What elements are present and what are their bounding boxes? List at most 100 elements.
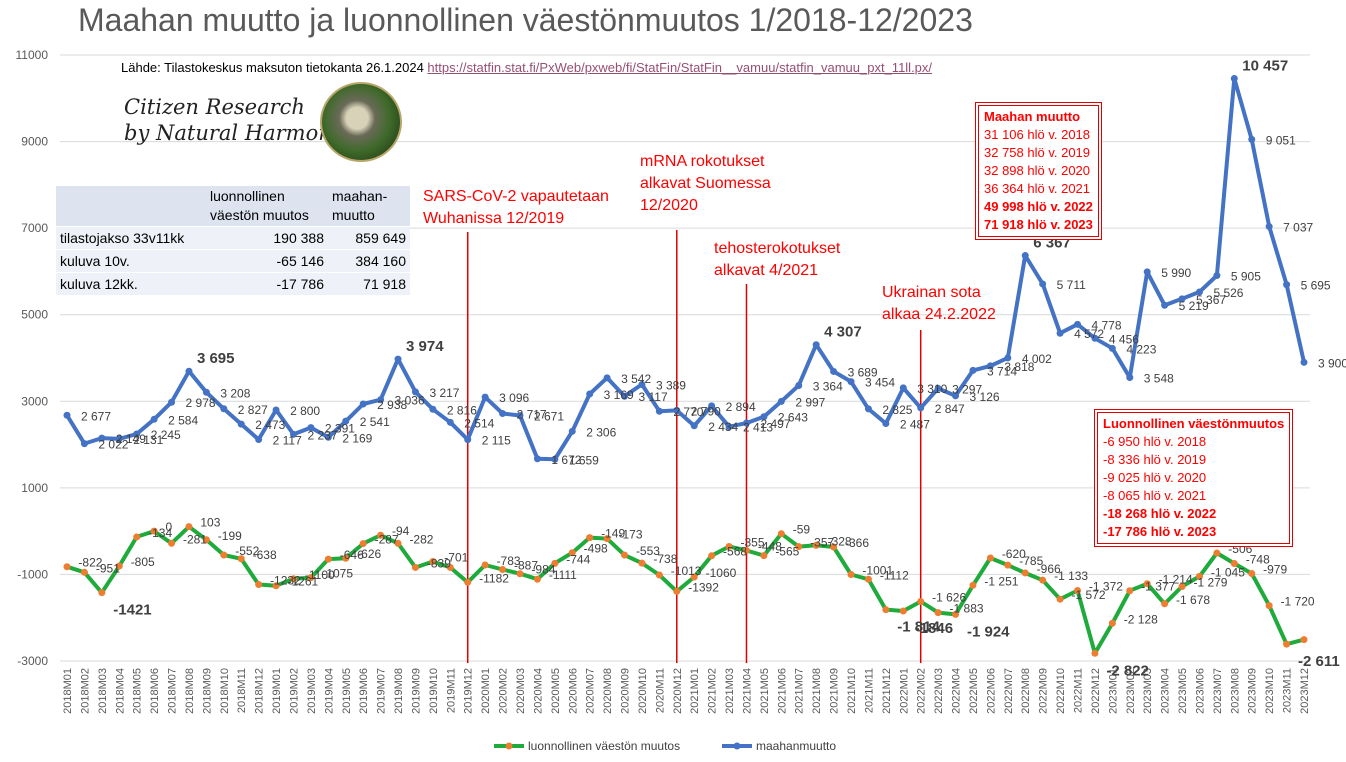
data-point-immigration	[1091, 334, 1099, 342]
data-label-natural-change: -1 678	[1176, 593, 1210, 607]
data-point-natural-change	[917, 598, 925, 606]
data-label-immigration: 2 115	[482, 434, 511, 448]
data-label-immigration: 5 905	[1231, 270, 1261, 284]
x-tick-label: 2019M07	[376, 668, 388, 714]
data-point-natural-change	[742, 547, 750, 555]
x-tick-label: 2019M02	[288, 668, 300, 714]
data-point-immigration	[1108, 344, 1116, 352]
data-label-natural-change: -1182	[479, 571, 509, 585]
data-point-natural-change	[586, 534, 594, 542]
data-point-immigration	[760, 413, 768, 421]
x-tick-label: 2021M05	[759, 668, 771, 714]
data-point-natural-change	[708, 552, 716, 560]
data-point-natural-change	[464, 578, 472, 586]
data-label-natural-change: -1421	[113, 602, 151, 619]
data-point-immigration	[185, 367, 193, 375]
data-label-immigration: 5 219	[1179, 299, 1209, 313]
data-point-natural-change	[150, 527, 158, 535]
data-label-natural-change: -134	[148, 526, 172, 540]
data-label-natural-change: -281	[183, 532, 207, 546]
x-tick-label: 2020M03	[515, 668, 527, 714]
data-label-natural-change: -1100	[305, 568, 335, 582]
data-label-immigration: 4 456	[1109, 332, 1139, 346]
data-label-natural-change: -1001	[862, 563, 893, 577]
legend-marker-immigration	[733, 742, 741, 750]
x-tick-label: 2020M07	[585, 668, 597, 714]
data-point-immigration	[1195, 288, 1203, 296]
data-point-immigration	[516, 412, 524, 420]
data-label-natural-change: -638	[253, 548, 277, 562]
data-label-immigration: 2 677	[81, 409, 111, 423]
data-label-immigration: 2 997	[795, 395, 825, 409]
data-point-immigration	[394, 355, 402, 363]
data-label-immigration: 4 223	[1126, 342, 1156, 356]
data-point-natural-change	[289, 575, 297, 583]
data-label-immigration: 3 208	[220, 386, 250, 400]
data-point-immigration	[1300, 358, 1308, 366]
data-label-natural-change: -565	[775, 545, 799, 559]
logo-line-2: by Natural Harmony	[124, 121, 344, 145]
data-point-immigration	[864, 405, 872, 413]
event-text: Wuhanissa 12/2019	[423, 210, 565, 227]
source-link[interactable]: https://statfin.stat.fi/PxWeb/pxweb/fi/S…	[427, 60, 933, 75]
data-point-natural-change	[168, 539, 176, 547]
data-point-immigration	[446, 418, 454, 426]
data-label-immigration: 7 037	[1283, 221, 1313, 235]
box-line-bold: 71 918 hlö v. 2023	[984, 217, 1093, 232]
x-tick-label: 2021M04	[741, 668, 753, 714]
data-label-natural-change: -701	[444, 550, 468, 564]
stats-header-text: maahan-	[332, 188, 388, 204]
data-point-natural-change	[986, 554, 994, 562]
data-point-natural-change	[63, 563, 71, 571]
data-label-natural-change: -1392	[688, 580, 719, 594]
stats-table-row: tilastojakso 33v11kk 190 388 859 649	[56, 226, 410, 250]
data-point-natural-change	[1143, 580, 1151, 588]
data-label-immigration: 3 900	[1318, 356, 1346, 370]
box-line-bold: 49 998 hlö v. 2022	[984, 199, 1093, 214]
x-tick-label: 2023M11	[1282, 668, 1294, 713]
data-point-natural-change	[237, 555, 245, 563]
data-point-immigration	[237, 420, 245, 428]
event-annotation-ukraine: Ukrainan sota alkaa 24.2.2022	[882, 282, 996, 326]
data-point-immigration	[725, 423, 733, 431]
data-point-immigration	[742, 419, 750, 427]
y-tick-label: 3000	[21, 394, 48, 408]
data-point-immigration	[882, 419, 890, 427]
x-tick-label: 2020M05	[550, 668, 562, 714]
x-tick-label: 2018M08	[184, 668, 196, 714]
data-label-immigration: 3 548	[1144, 372, 1174, 386]
data-point-natural-change	[185, 523, 193, 531]
data-label-immigration: 4 778	[1092, 318, 1122, 332]
event-text: mRNA rokotukset	[640, 153, 765, 170]
data-label-immigration: 2 827	[238, 403, 268, 417]
data-label-natural-change: -1 214	[1159, 573, 1193, 587]
data-label-immigration: 2 800	[290, 404, 320, 418]
box-line: -8 065 hlö v. 2021	[1103, 488, 1207, 503]
data-label-natural-change: -1 814	[897, 619, 940, 636]
x-axis: 2018M01 2018M02 2018M03 2018M04 2018M05 2018M…	[62, 668, 1311, 714]
data-point-natural-change	[847, 570, 855, 578]
legend-marker-natural-change	[505, 742, 513, 750]
x-tick-label: 2022M03	[933, 668, 945, 714]
event-text: SARS-CoV-2 vapautetaan	[423, 188, 609, 205]
box-line: -8 336 hlö v. 2019	[1103, 452, 1207, 467]
data-label-immigration: 2 770	[673, 405, 703, 419]
x-tick-label: 2023M07	[1212, 668, 1224, 714]
data-point-natural-change	[1248, 570, 1256, 578]
x-tick-label: 2021M03	[724, 668, 736, 714]
data-label-immigration: 1 659	[569, 453, 599, 467]
data-point-immigration	[429, 405, 437, 413]
data-point-immigration	[289, 430, 297, 438]
data-label-natural-change: -1261	[287, 575, 318, 589]
data-point-natural-change	[1283, 640, 1291, 648]
source-text: Lähde: Tilastokeskus maksuton tietokanta…	[121, 60, 428, 75]
data-label-natural-change: -1 883	[950, 602, 984, 616]
data-label-natural-change: -287	[375, 533, 399, 547]
y-tick-label: 7000	[21, 221, 48, 235]
box-line: 36 364 hlö v. 2021	[984, 181, 1091, 196]
y-tick-label: 1000	[21, 481, 48, 495]
stats-table-row: kuluva 12kk. -17 786 71 918	[56, 272, 410, 296]
event-text: tehosterokotukset	[714, 240, 841, 257]
x-tick-label: 2023M05	[1177, 668, 1189, 714]
